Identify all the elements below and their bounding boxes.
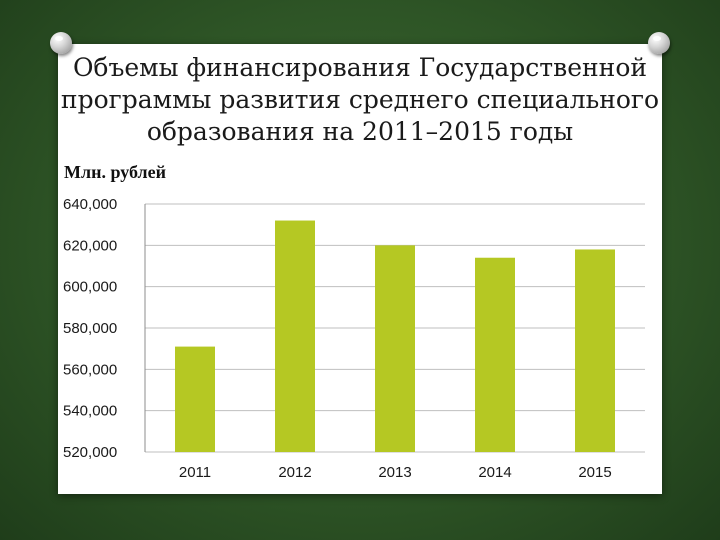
bar [475, 257, 515, 452]
y-tick-label: 540,000 [63, 403, 117, 420]
x-tick-label: 2013 [378, 464, 411, 481]
bar [275, 220, 315, 452]
x-tick-label: 2015 [578, 464, 611, 481]
y-axis-label: Млн. рублей [64, 162, 167, 182]
slide-card [58, 44, 662, 494]
y-tick-label: 580,000 [63, 320, 117, 337]
x-tick-label: 2014 [478, 464, 511, 481]
bar [175, 346, 215, 452]
bar [575, 249, 615, 452]
y-tick-label: 620,000 [63, 237, 117, 254]
slide-title: Объемы финансирования Государственной пр… [58, 52, 662, 148]
pushpin-icon [648, 32, 670, 54]
title-line: Объемы финансирования Государственной [72, 53, 648, 82]
title-line: программы развития среднего специального [60, 85, 660, 114]
y-tick-label: 640,000 [63, 196, 117, 213]
x-tick-label: 2012 [278, 464, 311, 481]
y-tick-label: 560,000 [63, 361, 117, 378]
bar [375, 245, 415, 452]
y-tick-label: 600,000 [63, 279, 117, 296]
y-tick-label: 520,000 [63, 444, 117, 461]
title-line: образования на 2011–2015 годы [146, 117, 574, 146]
pushpin-icon [50, 32, 72, 54]
x-tick-label: 2011 [179, 464, 211, 481]
